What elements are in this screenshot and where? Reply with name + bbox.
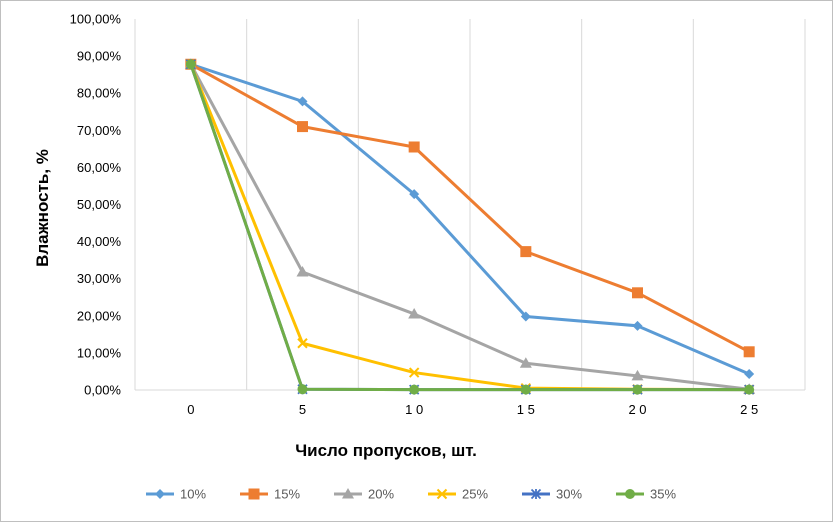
data-point [520, 311, 531, 322]
legend-label: 20% [368, 487, 394, 502]
legend-label: 25% [462, 487, 488, 502]
tick-labels: 0,00% 10,00% 20,00% 30,00% 40,00% 50,00% 60,00… [70, 12, 759, 418]
data-point [632, 287, 643, 299]
legend-item: 30% [522, 487, 582, 502]
data-point [297, 338, 308, 349]
x-tick-label: 0 [187, 402, 194, 417]
series [184, 58, 756, 395]
legend-label: 15% [274, 487, 300, 502]
series-line [189, 62, 751, 354]
data-point [409, 189, 420, 200]
data-point [744, 384, 755, 395]
data-point [632, 320, 643, 331]
x-axis-title: Число пропусков, шт. [295, 441, 477, 460]
data-point [297, 121, 308, 133]
y-tick-label: 70,00% [77, 123, 122, 138]
series-35-pct [185, 59, 755, 395]
legend-marker [436, 488, 448, 500]
legend-label: 35% [650, 487, 676, 502]
data-point [408, 307, 421, 319]
series-line [189, 62, 751, 392]
data-point [296, 266, 309, 277]
legend-label: 30% [556, 487, 582, 502]
y-tick-label: 50,00% [77, 197, 122, 212]
series-line [189, 62, 751, 376]
grid [134, 19, 806, 390]
x-tick-label: 5 [299, 402, 306, 417]
data-point [297, 384, 308, 395]
legend-item: 10% [146, 487, 206, 502]
y-tick-label: 30,00% [77, 271, 122, 286]
y-tick-label: 20,00% [77, 308, 122, 323]
y-tick-label: 60,00% [77, 160, 122, 175]
legend-marker [625, 489, 635, 499]
data-point [408, 367, 420, 378]
data-point [185, 59, 196, 70]
x-tick-label: 2 5 [740, 402, 758, 417]
x-tick-label: 1 0 [405, 402, 423, 417]
y-tick-label: 90,00% [77, 49, 122, 64]
data-point [520, 384, 531, 395]
legend-marker [155, 489, 165, 499]
data-point [408, 141, 420, 153]
data-point [632, 384, 643, 395]
data-point [297, 96, 308, 107]
data-point [519, 357, 532, 368]
data-point [631, 369, 644, 381]
legend: 10% 15% 20% 25% 30% 35% [146, 487, 676, 502]
y-tick-label: 100,00% [70, 12, 122, 27]
legend-label: 10% [180, 487, 206, 502]
data-point [744, 369, 755, 380]
data-point [743, 346, 755, 358]
legend-item: 20% [334, 487, 394, 502]
x-tick-label: 2 0 [628, 402, 646, 417]
data-point [520, 246, 532, 258]
legend-item: 25% [428, 487, 488, 502]
series-line [189, 62, 751, 391]
y-tick-label: 80,00% [77, 86, 122, 101]
y-tick-label: 0,00% [84, 383, 121, 398]
y-axis-title: Влажность, % [33, 149, 52, 267]
y-tick-label: 10,00% [77, 345, 122, 360]
legend-marker [342, 488, 354, 499]
legend-marker [530, 488, 542, 500]
x-tick-label: 1 5 [517, 402, 535, 417]
legend-item: 35% [616, 487, 676, 502]
legend-item: 15% [240, 487, 300, 502]
y-tick-label: 40,00% [77, 234, 122, 249]
data-point [409, 384, 420, 395]
legend-marker [248, 488, 260, 500]
